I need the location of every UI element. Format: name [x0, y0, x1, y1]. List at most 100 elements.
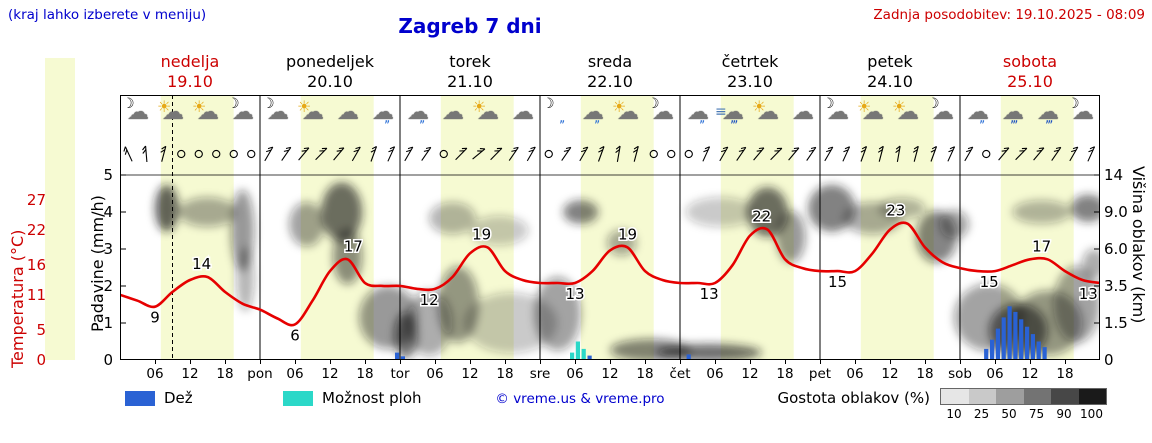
time-tick	[470, 360, 471, 364]
day-name: nedelja	[160, 52, 220, 71]
day-name: ponedeljek	[286, 52, 374, 71]
copyright: © vreme.us & vreme.pro	[495, 391, 665, 407]
time-label: 18	[776, 366, 794, 382]
cloud-tick: 9.0	[1104, 203, 1128, 221]
day-date: 23.10	[727, 72, 773, 91]
time-label: 06	[846, 366, 864, 382]
time-label: sob	[948, 366, 972, 382]
time-label: 06	[146, 366, 164, 382]
density-tick: 50	[1001, 407, 1017, 421]
time-tick	[610, 360, 611, 364]
temp-tick: 16	[26, 256, 46, 275]
time-label: sre	[529, 366, 551, 382]
time-tick	[925, 360, 926, 364]
precip-tick: 0	[103, 351, 113, 369]
time-label: 18	[356, 366, 374, 382]
time-tick	[540, 360, 541, 364]
time-tick	[1065, 360, 1066, 364]
day-date: 20.10	[307, 72, 353, 91]
time-label: 18	[496, 366, 514, 382]
time-tick	[680, 360, 681, 364]
time-label: 12	[321, 366, 339, 382]
time-tick	[155, 360, 156, 364]
cloud-tick: 6.0	[1104, 240, 1128, 258]
meteogram-canvas: 9 14 6 17 12 19 13 19 13 22 15 23 15 17 13	[120, 95, 1100, 360]
svg-text:19: 19	[472, 225, 491, 243]
density-tick: 25	[973, 407, 990, 421]
day-name: petek	[867, 52, 913, 71]
day-date: 25.10	[1007, 72, 1053, 91]
time-label: 18	[1056, 366, 1074, 382]
time-label: 18	[916, 366, 934, 382]
cloud-density-scale	[940, 388, 1107, 405]
day-name: sreda	[587, 52, 633, 71]
svg-text:6: 6	[290, 326, 300, 344]
time-label: pet	[808, 366, 832, 382]
rain-swatch	[125, 391, 155, 406]
day-date: 19.10	[167, 72, 213, 91]
precip-tick: 2	[103, 277, 113, 295]
svg-text:17: 17	[1032, 237, 1051, 255]
time-tick	[890, 360, 891, 364]
time-tick	[960, 360, 961, 364]
density-segment	[968, 389, 996, 404]
time-label: 06	[566, 366, 584, 382]
svg-text:14: 14	[192, 255, 211, 273]
time-tick	[820, 360, 821, 364]
density-tick: 75	[1028, 407, 1045, 421]
precip-tick: 4	[103, 203, 113, 221]
time-label: 06	[986, 366, 1004, 382]
density-tick: 10	[946, 407, 962, 421]
svg-text:9: 9	[150, 309, 160, 327]
time-tick	[645, 360, 646, 364]
density-segment	[1023, 389, 1051, 404]
time-tick	[260, 360, 261, 364]
day-date: 24.10	[867, 72, 913, 91]
temp-tick: 5	[36, 321, 46, 340]
day-name: sobota	[1002, 52, 1058, 71]
time-label: 12	[741, 366, 759, 382]
menu-hint: (kraj lahko izberete v meniju)	[8, 7, 207, 23]
time-tick	[995, 360, 996, 364]
day-name: torek	[449, 52, 491, 71]
temp-tick: 22	[26, 220, 46, 239]
time-label: 06	[706, 366, 724, 382]
day-date: 21.10	[447, 72, 493, 91]
time-label: 12	[881, 366, 899, 382]
temp-tick: 27	[26, 191, 46, 209]
cloud-density-label: Gostota oblakov (%)	[777, 389, 930, 407]
density-segment	[1078, 389, 1106, 404]
plot-area: 9 14 6 17 12 19 13 19 13 22 15 23 15 17 13 ☽ ☁ ☀ ☁ ☀ ☁ ☁ ☽ ☽ ☁ ☀…	[120, 95, 1100, 360]
time-tick	[330, 360, 331, 364]
left-day-strip	[45, 58, 75, 360]
shower-swatch	[283, 391, 313, 406]
density-segment	[1051, 389, 1079, 404]
time-tick	[715, 360, 716, 364]
shower-legend-label: Možnost ploh	[322, 389, 422, 407]
page-title: Zagreb 7 dni	[398, 14, 542, 38]
time-tick	[575, 360, 576, 364]
day-date: 22.10	[587, 72, 633, 91]
time-label: čet	[669, 366, 691, 382]
density-segment	[996, 389, 1024, 404]
time-tick	[505, 360, 506, 364]
time-label: pon	[247, 366, 273, 382]
temp-tick: 0	[36, 351, 46, 369]
time-label: 12	[181, 366, 199, 382]
cloud-tick: 14	[1104, 166, 1124, 184]
density-tick: 100	[1080, 407, 1103, 421]
svg-text:15: 15	[980, 273, 999, 291]
precip-tick: 3	[103, 240, 113, 258]
time-tick	[1030, 360, 1031, 364]
svg-text:17: 17	[344, 237, 363, 255]
time-label: 12	[601, 366, 619, 382]
svg-text:19: 19	[618, 225, 637, 243]
svg-text:22: 22	[752, 208, 771, 226]
time-label: 18	[216, 366, 234, 382]
time-label: 06	[426, 366, 444, 382]
cloud-tick: 0	[1104, 351, 1114, 369]
time-tick	[365, 360, 366, 364]
precip-tick: 5	[103, 166, 113, 184]
time-tick	[435, 360, 436, 364]
